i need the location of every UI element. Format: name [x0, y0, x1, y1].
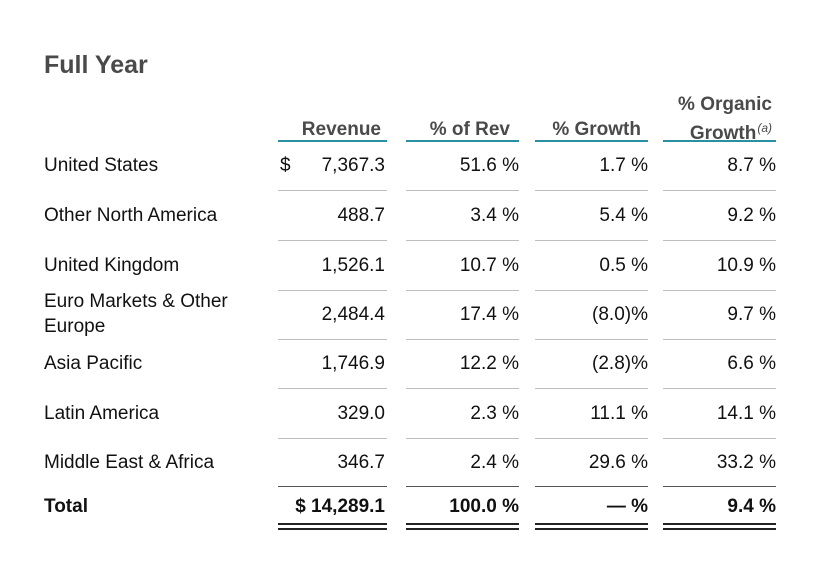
currency-symbol: $ [280, 155, 291, 176]
cell-organic: 8.7 % [727, 155, 776, 176]
header-pct-growth: % Growth [552, 119, 641, 140]
row-label: United States [44, 155, 159, 176]
total-pct-growth: — % [606, 496, 648, 517]
row-divider [663, 290, 776, 291]
row-divider [406, 388, 519, 389]
row-divider [535, 388, 648, 389]
total-double-rule [663, 523, 776, 525]
row-divider [406, 240, 519, 241]
cell-organic: 9.7 % [727, 304, 776, 325]
row-label-line1: Euro Markets & Other [44, 291, 228, 312]
cell-revenue: 329.0 [337, 403, 385, 424]
page-title: Full Year [44, 51, 148, 79]
cell-pct-growth: 5.4 % [599, 205, 648, 226]
total-double-rule [535, 528, 648, 530]
row-label: United Kingdom [44, 255, 180, 276]
row-divider [535, 438, 648, 439]
row-divider [663, 438, 776, 439]
cell-revenue: 488.7 [337, 205, 385, 226]
header-pct-organic: % Organic [678, 94, 772, 115]
cell-organic: 9.2 % [727, 205, 776, 226]
row-divider [663, 240, 776, 241]
row-label: Middle East & Africa [44, 452, 215, 473]
header-organic-growth-label: Growth [689, 123, 757, 144]
cell-pct-growth: 1.7 % [599, 155, 648, 176]
header-revenue: Revenue [301, 119, 381, 140]
total-label: Total [44, 496, 88, 517]
cell-revenue: 7,367.3 [321, 155, 385, 176]
total-pct-rev: 100.0 % [449, 496, 519, 517]
cell-organic: 14.1 % [716, 403, 776, 424]
row-divider [278, 339, 387, 340]
total-revenue: $ 14,289.1 [295, 496, 385, 517]
row-divider [406, 190, 519, 191]
header-rule-organic [663, 140, 776, 142]
cell-pct-rev: 12.2 % [459, 353, 519, 374]
total-double-rule [406, 528, 519, 530]
cell-pct-rev: 2.4 % [470, 452, 519, 473]
row-divider [663, 388, 776, 389]
cell-pct-growth: (8.0)% [592, 304, 648, 325]
cell-pct-growth: (2.8)% [592, 353, 648, 374]
row-divider [278, 486, 387, 487]
header-rule-pct-rev [406, 140, 519, 142]
cell-revenue: 1,746.9 [321, 353, 385, 374]
row-divider [535, 290, 648, 291]
row-divider [278, 190, 387, 191]
header-rule-revenue [278, 140, 387, 142]
row-divider [535, 190, 648, 191]
row-label: Other North America [44, 205, 218, 226]
total-double-rule [278, 528, 387, 530]
row-divider [406, 438, 519, 439]
row-divider [663, 190, 776, 191]
total-double-rule [278, 523, 387, 525]
row-divider [663, 486, 776, 487]
cell-pct-growth: 0.5 % [599, 255, 648, 276]
row-label: Latin America [44, 403, 160, 424]
header-rule-pct-growth [535, 140, 648, 142]
cell-pct-rev: 17.4 % [459, 304, 519, 325]
row-divider [535, 339, 648, 340]
row-divider [406, 486, 519, 487]
total-double-rule [406, 523, 519, 525]
cell-organic: 6.6 % [727, 353, 776, 374]
cell-pct-rev: 51.6 % [459, 155, 519, 176]
row-divider [406, 290, 519, 291]
cell-pct-rev: 3.4 % [470, 205, 519, 226]
row-divider [406, 339, 519, 340]
total-organic: 9.4 % [727, 496, 776, 517]
cell-pct-growth: 11.1 % [590, 403, 648, 424]
total-double-rule [663, 528, 776, 530]
cell-pct-growth: 29.6 % [588, 452, 648, 473]
cell-revenue: 346.7 [337, 452, 385, 473]
cell-pct-rev: 10.7 % [459, 255, 519, 276]
row-divider [278, 438, 387, 439]
row-divider [278, 290, 387, 291]
cell-organic: 10.9 % [716, 255, 776, 276]
row-label-line2: Europe [44, 316, 106, 337]
row-divider [278, 388, 387, 389]
footnote-marker: (a) [757, 121, 772, 135]
row-divider [663, 339, 776, 340]
header-organic-growth: Growth(a) [655, 116, 772, 146]
total-double-rule [535, 523, 648, 525]
header-pct-of-rev: % of Rev [429, 119, 510, 140]
row-divider [278, 240, 387, 241]
cell-organic: 33.2 % [716, 452, 776, 473]
cell-revenue: 2,484.4 [321, 304, 385, 325]
row-divider [535, 240, 648, 241]
cell-pct-rev: 2.3 % [470, 403, 519, 424]
cell-revenue: 1,526.1 [321, 255, 385, 276]
row-label: Asia Pacific [44, 353, 143, 374]
row-divider [535, 486, 648, 487]
